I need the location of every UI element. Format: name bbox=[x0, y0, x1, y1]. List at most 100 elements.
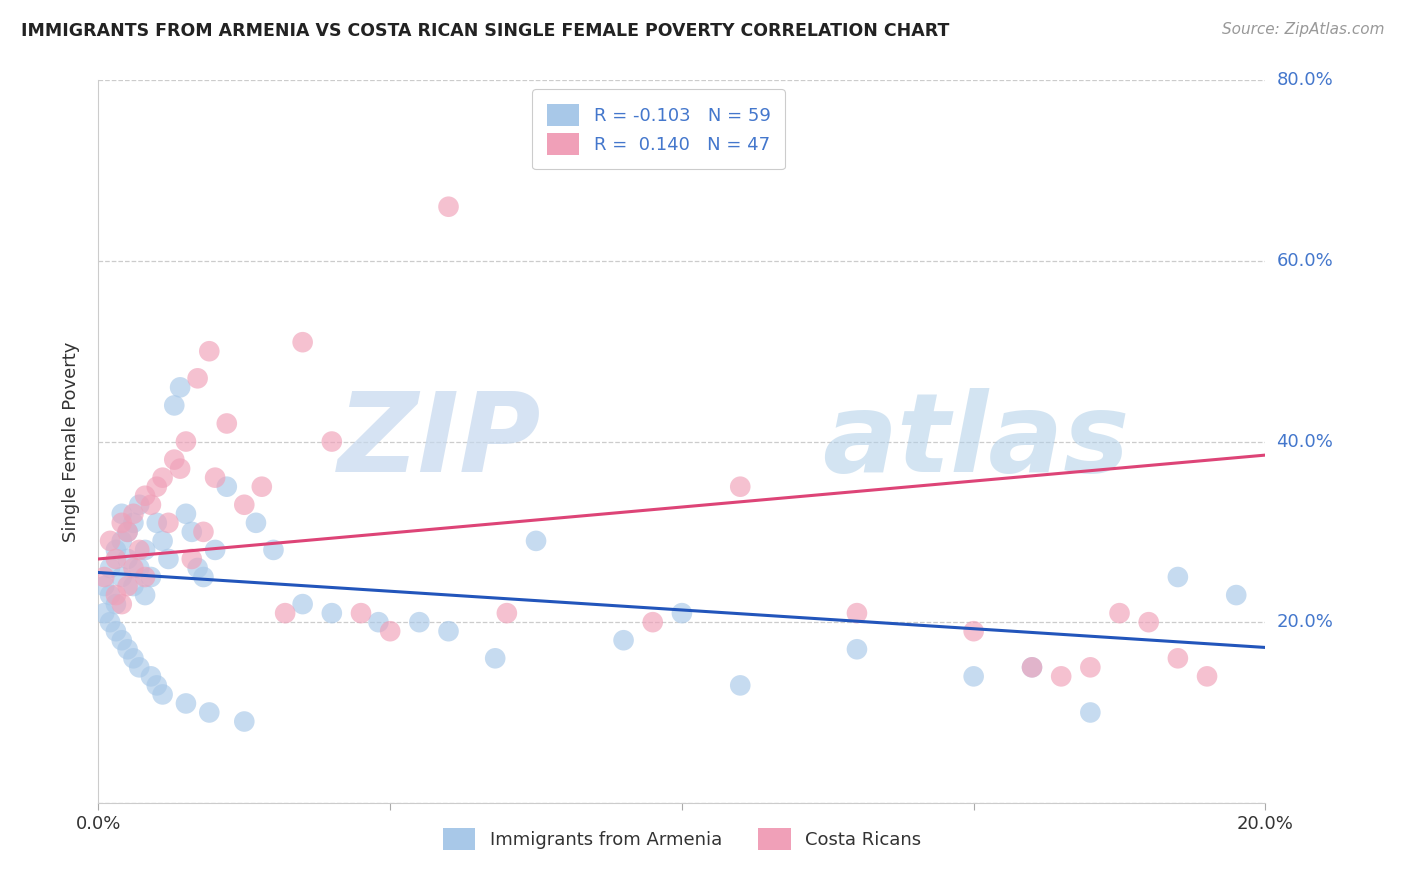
Point bbox=[671, 606, 693, 620]
Point bbox=[215, 480, 238, 494]
Point bbox=[962, 624, 984, 639]
Point bbox=[117, 524, 139, 539]
Text: atlas: atlas bbox=[823, 388, 1129, 495]
Point bbox=[321, 434, 343, 449]
Point bbox=[962, 669, 984, 683]
Point bbox=[1050, 669, 1073, 683]
Text: 20.0%: 20.0% bbox=[1277, 613, 1333, 632]
Point bbox=[139, 498, 162, 512]
Point bbox=[98, 588, 121, 602]
Point bbox=[180, 552, 202, 566]
Point bbox=[128, 498, 150, 512]
Point bbox=[152, 533, 174, 548]
Point bbox=[146, 678, 169, 692]
Point bbox=[152, 687, 174, 701]
Point bbox=[524, 533, 547, 548]
Text: ZIP: ZIP bbox=[339, 388, 541, 495]
Point bbox=[104, 552, 127, 566]
Point bbox=[122, 561, 145, 575]
Point bbox=[408, 615, 430, 630]
Point bbox=[157, 516, 180, 530]
Point bbox=[437, 200, 460, 214]
Point bbox=[350, 606, 373, 620]
Legend: Immigrants from Armenia, Costa Ricans: Immigrants from Armenia, Costa Ricans bbox=[433, 819, 931, 859]
Point bbox=[380, 624, 402, 639]
Point bbox=[111, 507, 134, 521]
Point bbox=[169, 461, 191, 475]
Point bbox=[111, 633, 134, 648]
Point bbox=[93, 579, 115, 593]
Point bbox=[174, 697, 197, 711]
Text: Source: ZipAtlas.com: Source: ZipAtlas.com bbox=[1222, 22, 1385, 37]
Point bbox=[98, 561, 121, 575]
Text: IMMIGRANTS FROM ARMENIA VS COSTA RICAN SINGLE FEMALE POVERTY CORRELATION CHART: IMMIGRANTS FROM ARMENIA VS COSTA RICAN S… bbox=[21, 22, 949, 40]
Point bbox=[180, 524, 202, 539]
Point bbox=[262, 542, 284, 557]
Point bbox=[1021, 660, 1043, 674]
Point bbox=[1167, 570, 1189, 584]
Point bbox=[104, 542, 127, 557]
Point bbox=[1137, 615, 1160, 630]
Point bbox=[187, 561, 209, 575]
Point bbox=[321, 606, 343, 620]
Text: 60.0%: 60.0% bbox=[1277, 252, 1333, 270]
Point bbox=[152, 471, 174, 485]
Point bbox=[1021, 660, 1043, 674]
Point bbox=[111, 570, 134, 584]
Text: 80.0%: 80.0% bbox=[1277, 71, 1333, 89]
Point bbox=[122, 516, 145, 530]
Point bbox=[104, 624, 127, 639]
Point bbox=[554, 145, 576, 160]
Point bbox=[641, 615, 664, 630]
Point bbox=[274, 606, 297, 620]
Point bbox=[128, 561, 150, 575]
Point bbox=[128, 542, 150, 557]
Point bbox=[215, 417, 238, 431]
Point bbox=[1167, 651, 1189, 665]
Point bbox=[730, 678, 752, 692]
Point bbox=[612, 633, 634, 648]
Point bbox=[122, 651, 145, 665]
Point bbox=[128, 660, 150, 674]
Point bbox=[163, 452, 186, 467]
Point bbox=[93, 606, 115, 620]
Text: 40.0%: 40.0% bbox=[1277, 433, 1333, 450]
Point bbox=[139, 570, 162, 584]
Point bbox=[233, 498, 256, 512]
Point bbox=[157, 552, 180, 566]
Point bbox=[198, 344, 221, 359]
Point bbox=[730, 480, 752, 494]
Point bbox=[291, 335, 314, 350]
Point bbox=[98, 533, 121, 548]
Point bbox=[193, 570, 215, 584]
Point bbox=[1108, 606, 1130, 620]
Point bbox=[117, 524, 139, 539]
Point bbox=[117, 579, 139, 593]
Point bbox=[93, 570, 115, 584]
Point bbox=[111, 516, 134, 530]
Point bbox=[146, 480, 169, 494]
Point bbox=[134, 570, 156, 584]
Point bbox=[174, 434, 197, 449]
Point bbox=[846, 642, 869, 657]
Point bbox=[187, 371, 209, 385]
Point bbox=[117, 642, 139, 657]
Point bbox=[1225, 588, 1247, 602]
Point bbox=[204, 542, 226, 557]
Point bbox=[122, 507, 145, 521]
Point bbox=[1080, 660, 1102, 674]
Point bbox=[846, 606, 869, 620]
Point bbox=[104, 597, 127, 611]
Point bbox=[98, 615, 121, 630]
Point bbox=[198, 706, 221, 720]
Point bbox=[437, 624, 460, 639]
Point bbox=[496, 606, 519, 620]
Point bbox=[204, 471, 226, 485]
Point bbox=[367, 615, 389, 630]
Point bbox=[1195, 669, 1218, 683]
Point bbox=[139, 669, 162, 683]
Point bbox=[117, 552, 139, 566]
Point bbox=[134, 489, 156, 503]
Point bbox=[193, 524, 215, 539]
Point bbox=[163, 398, 186, 412]
